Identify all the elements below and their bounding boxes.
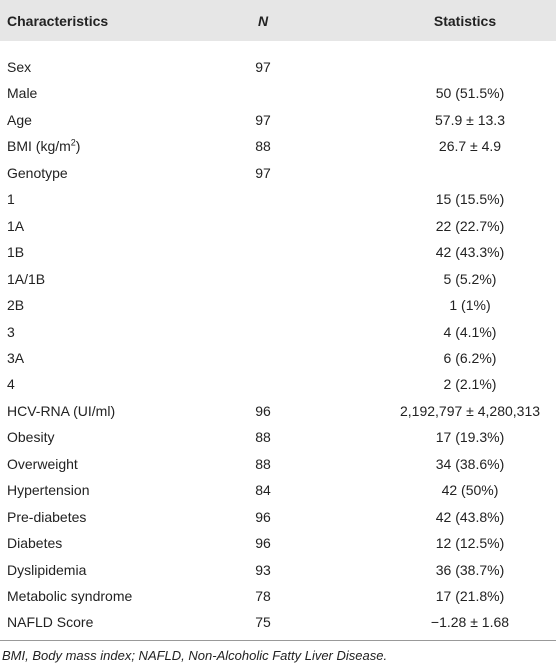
cell: 1: [7, 191, 15, 208]
text: BMI (kg/m: [7, 138, 71, 155]
text: ): [75, 138, 81, 155]
cell: 2,192,797 ± 4,280,313: [399, 402, 541, 419]
cell: Dyslipidemia: [7, 561, 87, 578]
cell: Overweight: [7, 455, 78, 472]
cell: 2B: [7, 297, 25, 314]
cell: 34 (38.6%): [435, 455, 505, 472]
cell: 22 (22.7%): [435, 217, 505, 234]
header-cell: Statistics: [433, 13, 497, 29]
cell: NAFLD Score: [7, 614, 94, 631]
cell: −1.28 ± 1.68: [430, 614, 510, 631]
cell: 1A: [7, 217, 25, 234]
cell: 75: [255, 614, 271, 631]
cell: 3A: [7, 349, 25, 366]
cell: 3: [7, 323, 15, 340]
bottom-rule: [0, 640, 556, 641]
cell: 96: [255, 508, 271, 525]
cell: 42 (43.3%): [435, 244, 505, 261]
cell: Pre-diabetes: [7, 508, 87, 525]
cell: 4: [7, 376, 15, 393]
superscript: 2: [70, 137, 76, 148]
cell: 42 (50%): [441, 482, 499, 499]
cell: 96: [255, 535, 271, 552]
cell: Metabolic syndrome: [7, 588, 133, 604]
cell: 84: [255, 482, 271, 499]
cell: Age: [7, 111, 32, 128]
cell: 17 (21.8%): [435, 588, 505, 604]
cell: Genotype: [7, 164, 68, 181]
cell: HCV-RNA (UI/ml): [7, 402, 116, 419]
header-row: Characteristics N Statistics: [0, 0, 556, 41]
cell: 1B: [7, 244, 25, 261]
cell: 88: [255, 455, 271, 472]
cell: Obesity: [7, 429, 55, 446]
cell: 2 (2.1%): [443, 376, 497, 393]
cell: 57.9 ± 13.3: [435, 111, 505, 128]
cell: BMI (kg/m2): [7, 137, 80, 155]
cell: 1A/1B: [7, 270, 46, 287]
cell: 93: [255, 561, 271, 578]
cell: 97: [255, 164, 271, 181]
cell: 78: [255, 588, 271, 604]
cell: 50 (51.5%): [435, 85, 505, 102]
cell: 36 (38.7%): [435, 561, 505, 578]
cell: 26.7 ± 4.9: [438, 138, 502, 155]
header-cell: Characteristics: [7, 13, 109, 29]
cell: Sex: [7, 59, 32, 75]
cell: 96: [255, 402, 271, 419]
footnote: BMI, Body mass index; NAFLD, Non-Alcohol…: [2, 648, 388, 663]
cell: Diabetes: [7, 535, 63, 552]
cell: 12 (12.5%): [435, 535, 505, 552]
cell: 42 (43.8%): [435, 508, 505, 525]
cell: 88: [255, 138, 271, 155]
cell: 97: [255, 59, 271, 75]
cell: 15 (15.5%): [435, 191, 505, 208]
cell: 4 (4.1%): [443, 323, 497, 340]
cell: 97: [255, 111, 271, 128]
cell: 1 (1%): [449, 297, 491, 314]
cell: Hypertension: [7, 482, 90, 499]
cell: 88: [255, 429, 271, 446]
cell: Male: [7, 85, 38, 102]
cell: 17 (19.3%): [435, 429, 505, 446]
cell: 5 (5.2%): [443, 270, 497, 287]
header-cell: N: [257, 13, 269, 29]
cell: 6 (6.2%): [443, 349, 497, 366]
